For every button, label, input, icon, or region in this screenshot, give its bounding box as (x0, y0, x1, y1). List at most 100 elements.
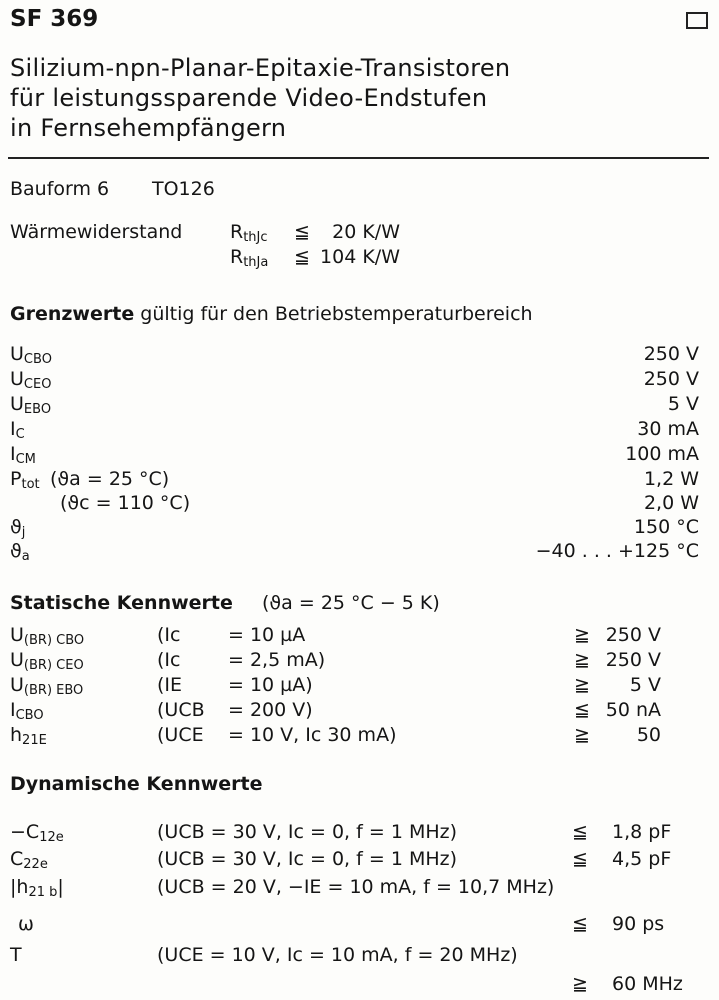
symbol: RthJc (230, 221, 268, 245)
symbol-subscript: CM (15, 452, 36, 467)
value: 250 V (643, 343, 699, 365)
test-condition: = 10 V, Ic 30 mA) (228, 724, 397, 746)
relation-sign: ≦ (572, 848, 588, 870)
condition: (ϑa = 25 °C) (50, 468, 170, 490)
symbol-main: U (10, 368, 24, 390)
test-parameter: (IE (157, 674, 183, 696)
symbol: U(BR) EBO (10, 674, 83, 698)
symbol-main: −C (10, 821, 40, 843)
symbol-main: I (10, 418, 16, 440)
value: 90 ps (612, 913, 665, 935)
symbol: U(BR) CBO (10, 624, 84, 648)
symbol-subscript: 22e (23, 857, 48, 872)
value: 100 mA (625, 443, 699, 465)
test-condition: (UCB = 20 V, −IE = 10 mA, f = 10,7 MHz) (157, 876, 555, 898)
static-condition: (ϑa = 25 °C − 5 K) (262, 592, 440, 614)
test-condition: = 2,5 mA) (228, 649, 326, 671)
symbol-main: |h (10, 876, 29, 898)
thermal-label: Wärmewiderstand (10, 221, 183, 243)
test-condition: (UCB = 30 V, Ic = 0, f = 1 MHz) (157, 848, 458, 870)
value: 150 °C (633, 516, 699, 538)
relation-sign: ≧ (574, 724, 590, 746)
symbol: T (10, 944, 22, 968)
part-number-title: SF 369 (10, 6, 99, 32)
value: 250 V (605, 649, 661, 671)
value: 4,5 pF (612, 848, 672, 870)
symbol-subscript: j (21, 525, 26, 540)
symbol-subscript: thJc (243, 230, 268, 245)
value: 250 V (605, 624, 661, 646)
test-parameter: (UCE (157, 724, 204, 746)
test-condition: (UCE = 10 V, Ic = 10 mA, f = 20 MHz) (157, 944, 518, 966)
symbol-main: ϑ (10, 540, 22, 562)
symbol-main: P (10, 468, 22, 490)
symbol: C22e (10, 848, 48, 872)
relation-sign: ≧ (574, 674, 590, 696)
value: 5 V (667, 393, 699, 415)
symbol: U(BR) CEO (10, 649, 84, 673)
symbol-subscript: a (21, 549, 30, 564)
symbol-main: R (230, 221, 244, 243)
value: 60 MHz (612, 973, 683, 995)
subtitle-line-1: Silizium-npn-Planar-Epitaxie-Transistore… (10, 54, 511, 82)
value: 50 nA (605, 699, 661, 721)
symbol-main: T (10, 944, 22, 966)
test-parameter: (Ic (157, 649, 181, 671)
symbol: IC (10, 418, 25, 442)
divider (8, 157, 709, 159)
relation-sign: ≧ (574, 649, 590, 671)
symbol-subscript: thJa (243, 255, 269, 270)
symbol-subscript: EBO (23, 402, 52, 417)
symbol: Ptot (10, 468, 40, 492)
relation-sign: ≦ (574, 699, 590, 721)
value: 2,0 W (643, 492, 699, 514)
checkbox-square-icon (686, 12, 708, 29)
symbol-subscript: 21 b (28, 885, 58, 900)
thermal-value: 20 K/W (332, 221, 400, 243)
symbol: ϑj (10, 516, 25, 540)
symbol-end: | (57, 876, 64, 898)
symbol-main: h (10, 724, 23, 746)
symbol: UEBO (10, 393, 51, 417)
symbol: ICBO (10, 699, 44, 723)
value: 1,8 pF (612, 821, 672, 843)
symbol-main: U (10, 674, 24, 696)
thermal-value: 104 K/W (320, 246, 400, 268)
value: 30 mA (637, 418, 699, 440)
symbol-subscript: (BR) CBO (23, 633, 85, 648)
subtitle-line-2: für leistungssparende Video-Endstufen (10, 84, 488, 112)
limits-heading: Grenzwerte gültig für den Betriebstemper… (10, 303, 533, 325)
symbol-main: ω (18, 913, 34, 935)
symbol-main: U (10, 393, 24, 415)
symbol-main: I (10, 443, 16, 465)
symbol-subscript: tot (21, 477, 40, 492)
relation-sign: ≦ (572, 821, 588, 843)
symbol-subscript: C (15, 427, 25, 442)
relation-sign: ≦ (294, 246, 310, 268)
symbol-subscript: (BR) CEO (23, 658, 84, 673)
symbol-subscript: CBO (15, 708, 44, 723)
value: 1,2 W (643, 468, 699, 490)
value: −40 . . . +125 °C (535, 540, 699, 562)
relation-sign: ≧ (574, 624, 590, 646)
symbol-subscript: 21E (22, 733, 47, 748)
test-condition: = 10 µA (228, 624, 306, 646)
relation-sign: ≦ (572, 913, 588, 935)
symbol: ϑa (10, 540, 30, 564)
test-condition: = 10 µA) (228, 674, 313, 696)
relation-sign: ≦ (294, 221, 310, 243)
symbol-main: I (10, 699, 16, 721)
symbol-subscript: 12e (39, 830, 64, 845)
package-label: Bauform 6 (10, 178, 110, 200)
symbol-main: ϑ (10, 516, 22, 538)
symbol-subscript: (BR) EBO (23, 683, 84, 698)
symbol: h21E (10, 724, 47, 748)
relation-sign: ≧ (572, 973, 588, 995)
symbol: |h21 b| (10, 876, 64, 900)
test-condition: = 200 V) (228, 699, 313, 721)
subtitle-line-3: in Fernsehempfängern (10, 114, 287, 142)
dynamic-heading: Dynamische Kennwerte (10, 773, 263, 795)
symbol: ICM (10, 443, 36, 467)
symbol-main: U (10, 624, 24, 646)
static-heading: Statische Kennwerte (10, 592, 233, 614)
